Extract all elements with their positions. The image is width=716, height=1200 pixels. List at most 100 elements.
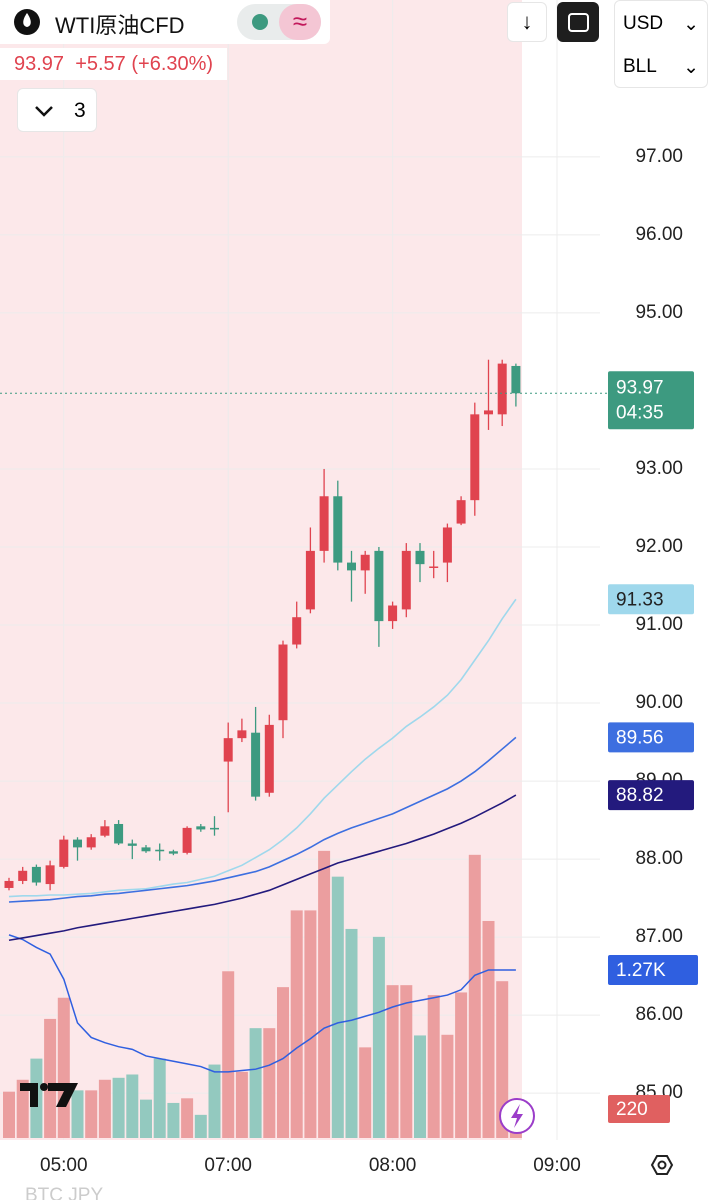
candle-body [155,849,165,852]
volume-bar [3,1091,15,1138]
candle-body [264,724,274,793]
candle-body [73,839,82,848]
y-tick-label: 95.00 [635,302,683,323]
candle-body [278,644,288,721]
candle-body [456,500,466,524]
candle-body [511,365,521,394]
volume-bar [16,1079,29,1138]
x-tick-label: 05:00 [40,1155,88,1176]
volume-bar [331,876,344,1138]
change: +5.57 [75,53,126,75]
ma-badge-bg [608,584,694,615]
candle-body [415,550,425,565]
last-price-badge-label: 93.97 [616,377,664,398]
volume-bar [153,1058,166,1138]
volume-bar [140,1099,152,1138]
volume-bar [98,1079,111,1138]
volume-bar [359,1047,372,1138]
status-toggle[interactable]: ≈ [237,4,321,40]
lightning-button[interactable] [499,1098,535,1134]
last-price-badge-bg [608,371,694,430]
volume-bar [304,910,317,1138]
volume-bar [222,971,235,1138]
volume-bar [249,1028,262,1138]
candle-body [484,410,493,415]
candle-body [100,826,110,836]
volume-bar [290,910,303,1138]
fullscreen-button[interactable] [557,2,599,42]
volume-bar [126,1074,139,1138]
candle-body [333,496,343,563]
volume-bar [235,1071,248,1138]
y-tick-label: 97.00 [635,146,683,167]
ma-badge-label: 91.33 [616,589,664,610]
candle-body [141,847,151,852]
volume-ma-line [8,934,516,1073]
volume-bar [181,1098,194,1138]
volume-badge: 220 [608,1095,670,1123]
volume-ma-badge-label: 1.27K [616,960,666,981]
ma-badge-label: 88.82 [616,785,664,806]
footer-hint: BTC JPY [25,1185,103,1200]
candle-body [114,823,124,844]
candle-body [4,880,14,888]
settings-button[interactable] [650,1155,674,1175]
unit[interactable]: BLL [623,56,657,77]
volume-bar [167,1102,180,1138]
symbol-icon [14,9,40,35]
volume-bar [414,1035,426,1138]
volume-bar [372,936,385,1138]
volume-bar [263,1028,276,1138]
volume-bar [57,997,70,1138]
volume-bar [208,1064,221,1138]
candle-body [305,550,315,610]
ma-badge-label: 89.56 [616,727,664,748]
unit-box: USD ⌄ BLL ⌄ [614,0,708,88]
x-tick-label: 08:00 [369,1155,417,1176]
volume-badge-label: 220 [616,1099,648,1120]
symbol: WTI原油CFD [55,13,185,38]
volume-bar [386,985,399,1138]
y-tick-label: 86.00 [635,1004,683,1025]
volume-bar [71,1090,84,1138]
download-button[interactable]: ↓ [507,2,547,42]
candle-body [31,866,41,883]
candle-body [223,738,233,762]
last-price-badge-label: 04:35 [616,402,664,423]
candle-body [470,414,480,501]
volume-badge-bg [608,1095,670,1123]
candle-body [497,363,507,415]
price-line: 93.97 +5.57 (+6.30%) [0,48,228,80]
candle-body [127,843,137,846]
logo [20,1083,78,1107]
y-tick-label: 87.00 [635,926,683,947]
x-tick-label: 07:00 [204,1155,252,1176]
change-pct: (+6.30%) [131,53,214,75]
candle-body [292,617,302,645]
candle-body [360,554,370,571]
ma-badge: 91.33 [608,584,694,615]
candle-body [319,496,329,551]
candle-body [442,527,452,563]
volume-bar [441,1034,454,1138]
session-bg [0,0,522,1140]
last-price-badge: 93.97 04:35 [608,371,694,430]
ma-badge: 88.82 [608,780,694,811]
indicators-toggle[interactable]: 3 [17,88,97,132]
ma-badge: 89.56 [608,722,694,753]
candle-body [168,851,178,854]
volume-bar [194,1114,207,1138]
currency[interactable]: USD [623,13,664,34]
volume-bar [318,850,331,1138]
candle-body [45,865,55,885]
y-tick-label: 90.00 [635,692,683,713]
ma-badge-bg [608,780,694,811]
symbol-box: WTI原油CFD ≈ [0,0,330,44]
x-tick-label: 09:00 [533,1155,581,1176]
ma-badge-bg [608,722,694,753]
last-price: 93.97 [14,53,65,75]
ma-line [8,794,517,942]
volume-bar [85,1090,98,1138]
candle-body [210,827,219,830]
candle-body [429,566,439,568]
